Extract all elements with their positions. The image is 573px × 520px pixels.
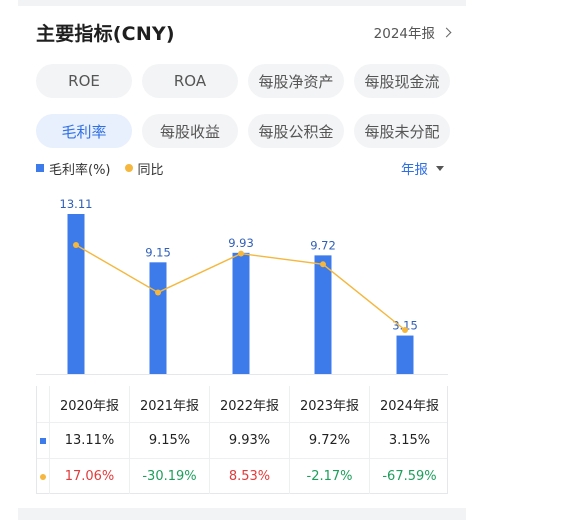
chart-bar [232,252,250,374]
metric-tabs-row-2: 毛利率 每股收益 每股公积金 每股未分配 [36,114,450,148]
chart-bar [149,262,167,374]
table-cell: -2.17% [289,459,369,494]
bar-swatch-icon [36,164,44,172]
line-marker-icon [40,473,46,480]
tab-gross-margin[interactable]: 毛利率 [36,114,132,148]
indicator-header: 主要指标(CNY) 2024年报 [36,18,452,46]
caret-down-icon [436,165,444,171]
tab-cashflow-per-share[interactable]: 每股现金流 [354,64,450,98]
table-header-cell: 2021年报 [129,386,209,422]
tab-undistributed-per-share[interactable]: 每股未分配 [354,114,450,148]
bar-value-label: 13.11 [60,197,93,211]
table-cell: 9.72% [289,423,369,458]
section-title: 主要指标(CNY) [36,22,175,45]
tab-roa[interactable]: ROA [142,64,238,98]
table-cell: 9.15% [129,423,209,458]
table-cell: 8.53% [209,459,289,494]
line-dot-icon [124,164,133,172]
table-cell: -30.19% [129,459,209,494]
bottom-divider [18,508,466,520]
table-row-yoy: 17.06% -30.19% 8.53% -2.17% -67.59% [37,458,447,494]
table-cell: 17.06% [49,459,129,494]
tab-net-assets-per-share[interactable]: 每股净资产 [248,64,344,98]
bar-value-label: 3.15 [392,319,418,333]
table-header-cell: 2023年报 [289,386,369,422]
table-header-cell: 2020年报 [49,386,129,422]
table-lead-cell [37,386,49,422]
table-header-row: 2020年报 2021年报 2022年报 2023年报 2024年报 [37,386,447,422]
tab-roe[interactable]: ROE [36,64,132,98]
yoy-point [320,261,326,268]
bar-value-label: 9.93 [228,236,254,250]
chart-bar [396,335,414,374]
yoy-point [238,250,244,257]
table-cell: 9.93% [209,423,289,458]
bar-marker-icon [40,437,46,444]
top-divider [18,0,466,6]
table-cell: 13.11% [49,423,129,458]
bar-value-label: 9.15 [145,245,171,259]
legend-line: 同比 [124,159,164,178]
tab-reserve-per-share[interactable]: 每股公积金 [248,114,344,148]
yoy-point [402,327,408,333]
period-select-label: 年报 [401,162,428,178]
table-cell: 3.15% [369,423,449,458]
tab-eps[interactable]: 每股收益 [142,114,238,148]
metric-tabs-row-1: ROE ROA 每股净资产 每股现金流 [36,64,450,98]
yoy-point [155,289,161,296]
gross-margin-chart: 13.11 9.15 9.93 9.72 3.15 [36,197,448,375]
legend-line-label: 同比 [137,162,164,178]
period-select[interactable]: 年报 [401,158,444,178]
legend-bar: 毛利率(%) [36,159,111,178]
table-header-cell: 2024年报 [369,386,449,422]
bar-value-label: 9.72 [310,238,336,252]
table-lead-cell [37,423,49,458]
chevron-right-icon [441,27,452,37]
yoy-line [75,244,406,331]
table-cell: -67.59% [369,459,449,494]
chart-bar [314,255,332,374]
yoy-point [73,242,79,248]
period-link[interactable]: 2024年报 [373,22,452,42]
table-row-gross-margin: 13.11% 9.15% 9.93% 9.72% 3.15% [37,422,447,458]
period-link-label: 2024年报 [373,26,435,42]
table-header-cell: 2022年报 [209,386,289,422]
chart-bar [67,214,85,374]
chart-legend: 毛利率(%) 同比 年报 [36,158,444,178]
table-lead-cell [37,459,49,494]
data-table: 2020年报 2021年报 2022年报 2023年报 2024年报 13.11… [36,386,448,494]
legend-bar-label: 毛利率(%) [49,162,111,178]
